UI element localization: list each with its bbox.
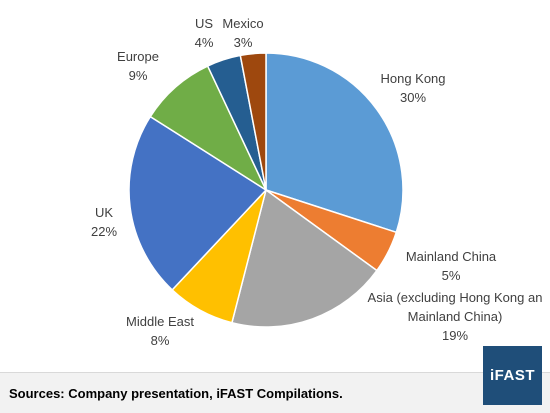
source-footer: Sources: Company presentation, iFAST Com… <box>0 372 550 413</box>
pie-labels: Hong Kong 30% Mainland China 5% Asia (exclud… <box>91 16 542 348</box>
slice-hong-kong <box>265 52 404 234</box>
slice-label-us: US 4% <box>195 16 214 50</box>
slice-mexico <box>239 52 267 191</box>
slice-label-mexico: Mexico 3% <box>222 16 263 50</box>
source-text: Sources: Company presentation, iFAST Com… <box>9 386 343 401</box>
slice-label-asia-excluding-hong-kong-and-mainland-china: Asia (excluding Hong Kong an Mainland Chi… <box>368 290 543 343</box>
slice-label-mainland-china: Mainland China 5% <box>406 249 497 283</box>
slice-label-europe: Europe 9% <box>117 49 159 83</box>
slice-label-middle-east: Middle East 8% <box>126 314 194 348</box>
slice-label-uk: UK 22% <box>91 205 117 239</box>
slice-label-hong-kong: Hong Kong 30% <box>380 71 445 105</box>
ifast-logo: iFAST <box>483 346 542 405</box>
slice-asia-excluding-hong-kong-and-mainland-china <box>231 188 378 328</box>
logo-text: iFAST <box>489 367 535 384</box>
pie-slices <box>128 52 404 328</box>
slice-uk <box>128 115 268 291</box>
